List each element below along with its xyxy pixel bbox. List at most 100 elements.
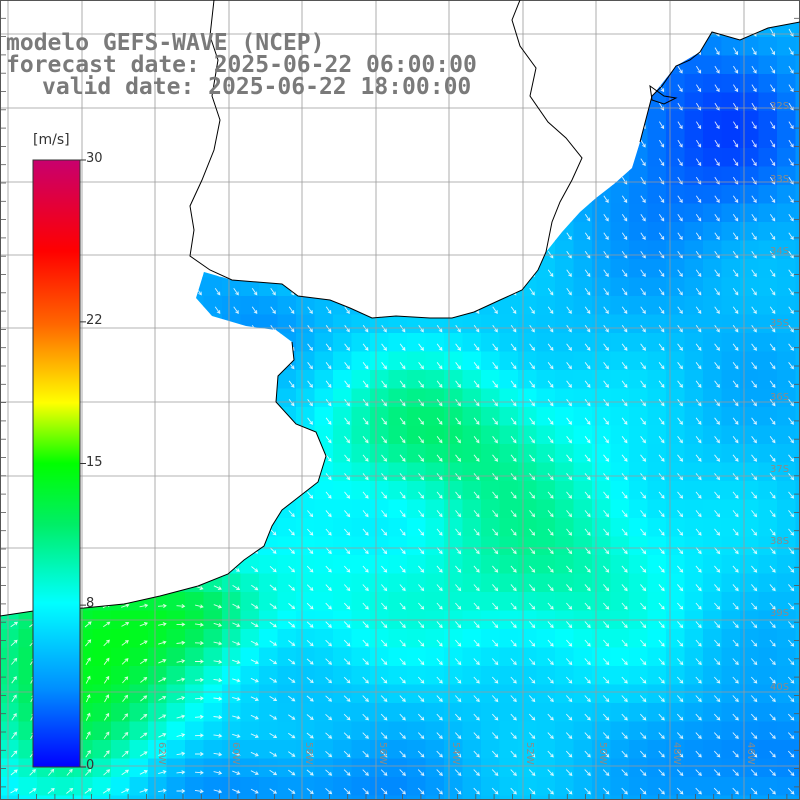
wind-arrow <box>732 787 739 795</box>
wind-arrow <box>492 491 499 499</box>
wind-cell <box>536 795 556 800</box>
wind-arrow <box>84 511 93 516</box>
wind-arrow <box>418 454 425 462</box>
longitude-label: 56W <box>377 742 388 765</box>
wind-arrow <box>326 102 332 111</box>
wind-cell <box>703 0 722 19</box>
wind-cell <box>0 666 20 686</box>
wind-arrow <box>769 713 776 721</box>
wind-arrow <box>362 454 369 462</box>
wind-cell <box>610 22 630 38</box>
wind-cell <box>222 499 242 519</box>
wind-arrow <box>640 362 646 370</box>
wind-cell <box>0 740 20 760</box>
wind-arrow <box>121 473 129 480</box>
wind-cell <box>0 518 20 538</box>
wind-arrow <box>10 530 19 535</box>
wind-cell <box>277 795 297 800</box>
wind-cell <box>462 795 482 800</box>
wind-cell <box>370 148 390 168</box>
wind-arrow <box>788 547 795 555</box>
wind-arrow <box>492 417 498 425</box>
wind-arrow <box>603 213 609 222</box>
wind-arrow <box>676 658 684 666</box>
wind-arrow <box>31 11 35 18</box>
wind-arrow <box>417 658 425 666</box>
wind-cell <box>0 684 20 704</box>
wind-arrow <box>213 696 223 701</box>
wind-cell <box>518 240 538 260</box>
wind-arrow <box>713 658 721 666</box>
wind-cell <box>129 259 149 279</box>
wind-cell <box>351 203 371 223</box>
wind-arrow <box>103 287 110 296</box>
wind-arrow <box>179 11 183 18</box>
wind-arrow <box>10 769 18 776</box>
wind-arrow <box>751 362 757 370</box>
wind-arrow <box>85 343 91 351</box>
wind-arrow <box>250 677 259 683</box>
wind-arrow <box>197 11 201 18</box>
wind-arrow <box>732 676 739 684</box>
wind-arrow <box>83 566 93 571</box>
wind-arrow <box>103 769 111 776</box>
wind-cell <box>314 148 334 168</box>
wind-cell <box>277 111 297 131</box>
wind-arrow <box>233 362 239 370</box>
wind-arrow <box>510 213 517 222</box>
title-model: modelo GEFS-WAVE (NCEP) <box>6 30 325 56</box>
wind-arrow <box>623 11 627 18</box>
wind-arrow <box>11 102 17 111</box>
wind-arrow <box>566 510 573 518</box>
wind-arrow <box>102 530 112 535</box>
wind-arrow <box>344 380 350 388</box>
wind-cell <box>111 777 131 797</box>
wind-cell <box>444 277 464 297</box>
wind-arrow <box>676 676 684 684</box>
wind-arrow <box>142 11 146 18</box>
wind-arrow <box>158 788 167 793</box>
wind-arrow <box>176 510 185 517</box>
wind-arrow <box>658 732 665 740</box>
wind-arrow <box>251 362 258 370</box>
wind-arrow <box>233 417 240 425</box>
wind-arrow <box>269 769 278 776</box>
wind-arrow <box>233 343 239 351</box>
wind-arrow <box>584 713 591 721</box>
wind-cell <box>166 518 186 538</box>
wind-cell <box>129 388 149 408</box>
wind-cell <box>240 314 260 334</box>
wind-cell <box>537 0 556 19</box>
wind-arrow <box>528 732 536 740</box>
wind-arrow <box>695 658 702 666</box>
wind-arrow <box>140 362 147 370</box>
wind-arrow <box>362 232 369 241</box>
wind-arrow <box>695 454 702 462</box>
wind-cell <box>92 758 112 778</box>
wind-arrow <box>658 473 665 481</box>
wind-arrow <box>566 232 572 241</box>
wind-cell <box>111 296 131 316</box>
wind-arrow <box>751 417 757 425</box>
wind-arrow <box>769 250 776 259</box>
wind-arrow <box>788 232 794 241</box>
wind-arrow <box>214 232 221 241</box>
wind-arrow <box>122 306 128 315</box>
wind-arrow <box>473 250 480 259</box>
wind-cell <box>795 333 800 353</box>
wind-cell <box>499 55 519 75</box>
wind-arrow <box>399 732 406 740</box>
wind-arrow <box>603 362 609 370</box>
wind-arrow <box>455 121 461 130</box>
wind-arrow <box>529 399 535 407</box>
wind-arrow <box>289 121 295 130</box>
wind-arrow <box>104 102 110 111</box>
wind-cell <box>592 92 612 112</box>
wind-cell <box>0 573 20 593</box>
wind-cell <box>592 55 612 75</box>
wind-arrow <box>584 584 591 592</box>
wind-arrow <box>325 769 333 776</box>
wind-arrow <box>788 121 794 130</box>
wind-arrow <box>732 750 739 758</box>
wind-arrow <box>510 324 517 333</box>
